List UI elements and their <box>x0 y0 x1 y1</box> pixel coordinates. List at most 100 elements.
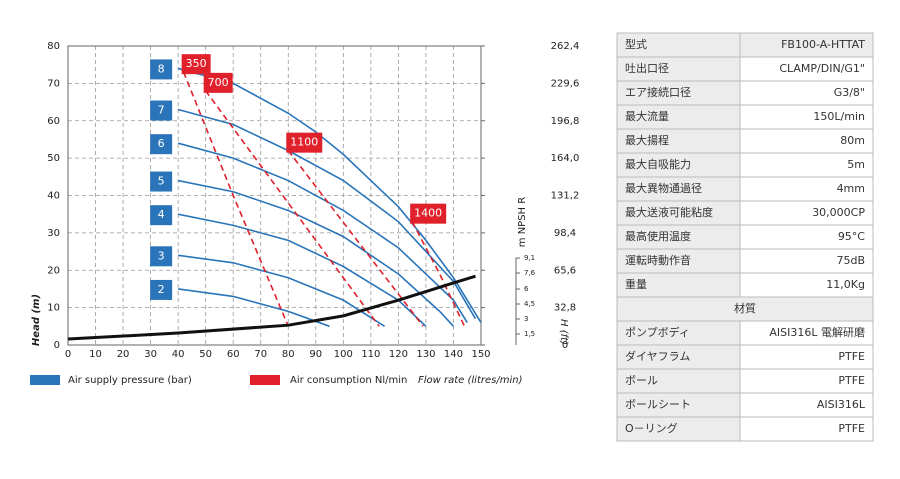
series-line <box>177 179 455 327</box>
series-label-box <box>150 134 173 155</box>
table-key: 最大流量 <box>625 109 669 123</box>
series-line <box>182 71 290 327</box>
x-tick-label: 60 <box>227 349 240 360</box>
x-tick-label: 50 <box>199 349 212 360</box>
table-section <box>616 296 874 322</box>
series-label: 4 <box>158 208 165 221</box>
x-tick-label: 70 <box>254 349 267 360</box>
table-value: PTFE <box>838 374 865 387</box>
table-key-cell <box>616 272 741 298</box>
y-tick-label: 20 <box>47 265 60 276</box>
legend-label: Air supply pressure (bar) <box>68 375 192 386</box>
table-key: 吐出口径 <box>625 61 669 75</box>
table-key: 最大自吸能力 <box>625 157 691 171</box>
table-key: ダイヤフラム <box>625 349 690 363</box>
table-value: CLAMP/DIN/G1" <box>779 62 865 75</box>
series-label-box <box>286 132 323 153</box>
series-line <box>287 150 424 327</box>
series-label: 3 <box>158 249 165 262</box>
x-axis-label: Flow rate (litres/min) <box>418 375 522 386</box>
y-tick-label: 80 <box>47 41 60 52</box>
table-value: 5m <box>847 158 865 171</box>
x-tick-label: 30 <box>144 349 157 360</box>
y-tick-label: 10 <box>47 303 60 314</box>
table-value: 30,000CP <box>812 206 865 219</box>
table-key-cell <box>616 248 741 274</box>
table-value-cell <box>739 200 874 226</box>
y3-tick-label: 7,6 <box>524 269 536 277</box>
legend-swatch <box>250 375 280 385</box>
table-value-cell <box>739 416 874 442</box>
y3-tick-label: 4,5 <box>524 300 535 308</box>
y2-tick-label: 65,6 <box>554 265 576 276</box>
series-label: 7 <box>158 104 165 117</box>
series-label: 1100 <box>290 136 318 149</box>
y-axis-label: Head (m) <box>31 294 42 346</box>
legend-label: Air consumption Nl/min <box>290 375 407 386</box>
x-tick-label: 140 <box>444 349 463 360</box>
table-value: 4mm <box>837 182 865 195</box>
x-tick-label: 20 <box>117 349 130 360</box>
x-tick-label: 90 <box>309 349 322 360</box>
series-line <box>178 254 386 327</box>
table-key-cell <box>616 152 741 178</box>
x-tick-label: 10 <box>89 349 102 360</box>
series-label-box <box>150 246 173 267</box>
table-key: 最大送液可能粘度 <box>625 205 713 219</box>
series-label-box <box>410 203 447 224</box>
series-line <box>177 142 468 323</box>
table-value-cell <box>739 176 874 202</box>
table-value: 75dB <box>836 254 865 267</box>
x-tick-label: 40 <box>172 349 185 360</box>
x-tick-label: 130 <box>416 349 435 360</box>
table-key-cell <box>616 368 741 394</box>
y3-tick-label: 3 <box>524 315 528 323</box>
series-label: 2 <box>158 283 165 296</box>
table-value-cell <box>739 368 874 394</box>
spec-table: 型式 FB100-A-HTTAT 吐出口径 CLAMP/DIN/G1" エア接続口径 G3… <box>616 32 874 442</box>
series-label-box <box>150 171 173 192</box>
y2-tick-label: 131,2 <box>551 191 580 202</box>
series-label-box <box>203 72 233 93</box>
table-section-label: 材質 <box>734 301 756 315</box>
y-tick-label: 70 <box>47 78 60 89</box>
table-value: 95°C <box>838 230 865 243</box>
series-line <box>205 90 380 327</box>
y2-tick-label: 0 <box>562 340 568 351</box>
series-label: 5 <box>158 175 165 188</box>
table-value-cell <box>739 248 874 274</box>
table-value: 11,0Kg <box>826 278 865 291</box>
table-key-cell <box>616 344 741 370</box>
table-key-cell <box>616 224 741 250</box>
y-tick-label: 50 <box>47 153 60 164</box>
table-value: 80m <box>840 134 865 147</box>
x-tick-label: 150 <box>471 349 490 360</box>
x-tick-label: 80 <box>282 349 295 360</box>
table-key-cell <box>616 320 741 346</box>
series-label: 350 <box>186 57 207 70</box>
table-key-cell <box>616 200 741 226</box>
series-line <box>67 274 476 341</box>
y2-tick-label: 229,6 <box>551 78 580 89</box>
series-label: 6 <box>158 137 165 150</box>
table-key: 最大異物通過径 <box>625 181 702 195</box>
y2-tick-label: 262,4 <box>551 41 580 52</box>
y3-tick-label: 1,5 <box>524 330 535 338</box>
table-key: 最大揚程 <box>625 133 669 147</box>
table-value: G3/8" <box>834 86 865 99</box>
y2-tick-label: 32,8 <box>554 303 576 314</box>
table-value-cell <box>739 224 874 250</box>
legend-swatch <box>30 375 60 385</box>
y3-tick-label: 6 <box>524 285 529 293</box>
y2-axis-label: H (ft) <box>558 319 569 345</box>
y2-tick-label: 98,4 <box>554 228 576 239</box>
table-value-cell <box>739 344 874 370</box>
table-value: FB100-A-HTTAT <box>781 38 865 51</box>
y-tick-label: 0 <box>54 340 60 351</box>
series-label: 700 <box>208 76 229 89</box>
table-value-cell <box>739 392 874 418</box>
table-key-cell <box>616 416 741 442</box>
table-key: 重量 <box>625 277 647 291</box>
